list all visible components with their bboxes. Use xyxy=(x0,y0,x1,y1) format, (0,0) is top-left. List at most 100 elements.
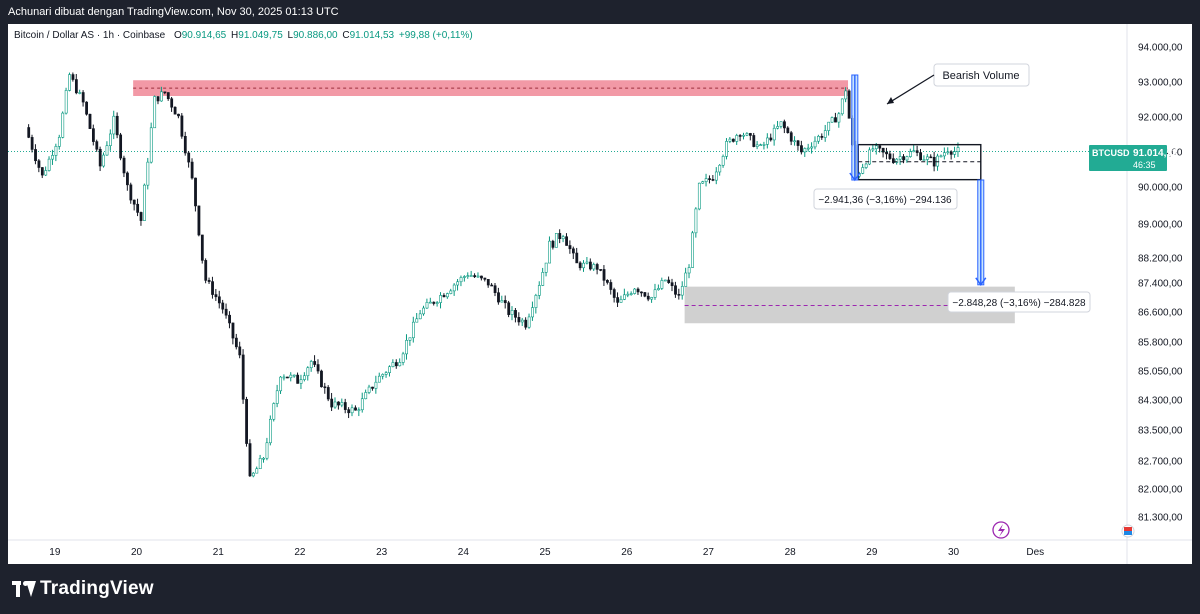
candle-body xyxy=(40,167,44,176)
candle-body xyxy=(493,285,497,293)
open-value: 90.914,65 xyxy=(181,30,227,41)
candle-body xyxy=(660,280,664,289)
candle-body xyxy=(377,375,381,383)
candle-body xyxy=(292,374,296,377)
candle-body xyxy=(160,91,163,102)
candle-body xyxy=(81,92,85,103)
candle-body xyxy=(759,144,763,146)
candle-body xyxy=(214,294,218,298)
lightning-icon[interactable] xyxy=(992,521,1010,539)
candle-body xyxy=(711,179,715,181)
tradingview-logo[interactable]: TradingView xyxy=(12,578,154,600)
symbol-name[interactable]: Bitcoin / Dollar AS · 1h · Coinbase xyxy=(14,30,166,41)
candle-body xyxy=(691,232,694,268)
candle-body xyxy=(238,346,242,356)
candle-body xyxy=(677,294,681,296)
candle-body xyxy=(105,145,109,156)
candle-body xyxy=(289,374,293,379)
candle-body xyxy=(360,398,364,411)
candle-body xyxy=(837,113,841,123)
candle-body xyxy=(548,240,551,264)
candle-body xyxy=(585,261,589,264)
candle-body xyxy=(122,157,126,174)
candle-body xyxy=(936,155,940,167)
candle-body xyxy=(486,279,490,286)
candle-body xyxy=(755,144,759,147)
candle-body xyxy=(551,240,555,248)
brand-name: TradingView xyxy=(40,578,154,599)
time-tick-label: 28 xyxy=(785,547,797,558)
candle-body xyxy=(255,468,259,474)
candle-body xyxy=(575,252,579,264)
time-tick-label: Des xyxy=(1026,547,1044,558)
candle-body xyxy=(442,295,446,298)
candle-body xyxy=(663,279,667,282)
candle-body xyxy=(91,128,95,142)
candle-body xyxy=(497,292,500,303)
candle-body xyxy=(54,146,58,156)
candle-body xyxy=(57,137,61,147)
candle-body xyxy=(275,390,279,404)
candle-body xyxy=(905,156,909,161)
chart-panel[interactable]: Bitcoin / Dollar AS · 1h · Coinbase O90.… xyxy=(8,24,1192,564)
price-chart[interactable]: 94.000,0093.000,0092.000,0091.000,0090.0… xyxy=(8,24,1192,564)
candle-body xyxy=(868,149,871,165)
candle-body xyxy=(74,79,78,94)
bearish-volume-label: Bearish Volume xyxy=(942,70,1019,82)
candle-body xyxy=(898,156,902,160)
candle-body xyxy=(469,275,473,277)
low-label: L xyxy=(287,30,294,41)
price-tag-ticker: BTCUSD xyxy=(1092,148,1130,158)
candle-body xyxy=(670,282,674,287)
candle-body xyxy=(279,376,283,392)
candle-body xyxy=(88,113,92,129)
candle-body xyxy=(405,340,408,355)
candle-body xyxy=(27,127,31,138)
candle-body xyxy=(415,318,419,323)
price-tick-label: 84.300,00 xyxy=(1138,396,1183,407)
candle-body xyxy=(112,115,116,135)
candle-body xyxy=(132,199,136,205)
candle-body xyxy=(476,275,480,278)
candle-body xyxy=(762,144,766,146)
candle-body xyxy=(177,113,180,117)
low-value: 90.886,00 xyxy=(293,30,338,41)
candle-body xyxy=(813,140,817,148)
candle-body xyxy=(500,300,504,303)
close-value: 91.014,53 xyxy=(349,30,395,41)
candle-body xyxy=(779,121,783,127)
candle-body xyxy=(313,361,317,365)
candle-body xyxy=(769,137,773,141)
candle-body xyxy=(820,136,824,138)
time-tick-label: 26 xyxy=(621,547,633,558)
candle-body xyxy=(143,184,146,221)
candle-body xyxy=(915,150,919,153)
candle-body xyxy=(483,277,487,280)
candle-body xyxy=(30,137,34,150)
candle-body xyxy=(71,74,75,80)
price-tick-label: 86.600,00 xyxy=(1138,308,1183,319)
candle-body xyxy=(323,386,327,389)
candle-body xyxy=(888,153,892,159)
candle-body xyxy=(34,149,37,162)
candle-body xyxy=(299,379,303,384)
candle-body xyxy=(503,300,507,304)
candle-body xyxy=(902,156,905,161)
candle-body xyxy=(571,248,575,254)
candle-body xyxy=(517,317,521,323)
candle-body xyxy=(844,90,848,100)
candle-body xyxy=(810,146,814,149)
open-label: O xyxy=(173,30,182,41)
candle-body xyxy=(731,138,735,142)
candle-body xyxy=(394,362,398,367)
candle-body xyxy=(507,302,511,315)
candle-body xyxy=(337,401,340,406)
drawings-layer xyxy=(849,74,987,287)
candle-body xyxy=(98,148,102,167)
candle-body xyxy=(95,141,99,150)
candle-body xyxy=(306,367,310,377)
candle-body xyxy=(139,212,143,221)
flag-icon[interactable] xyxy=(1121,524,1135,538)
candle-body xyxy=(459,277,463,283)
candle-body xyxy=(728,138,732,142)
